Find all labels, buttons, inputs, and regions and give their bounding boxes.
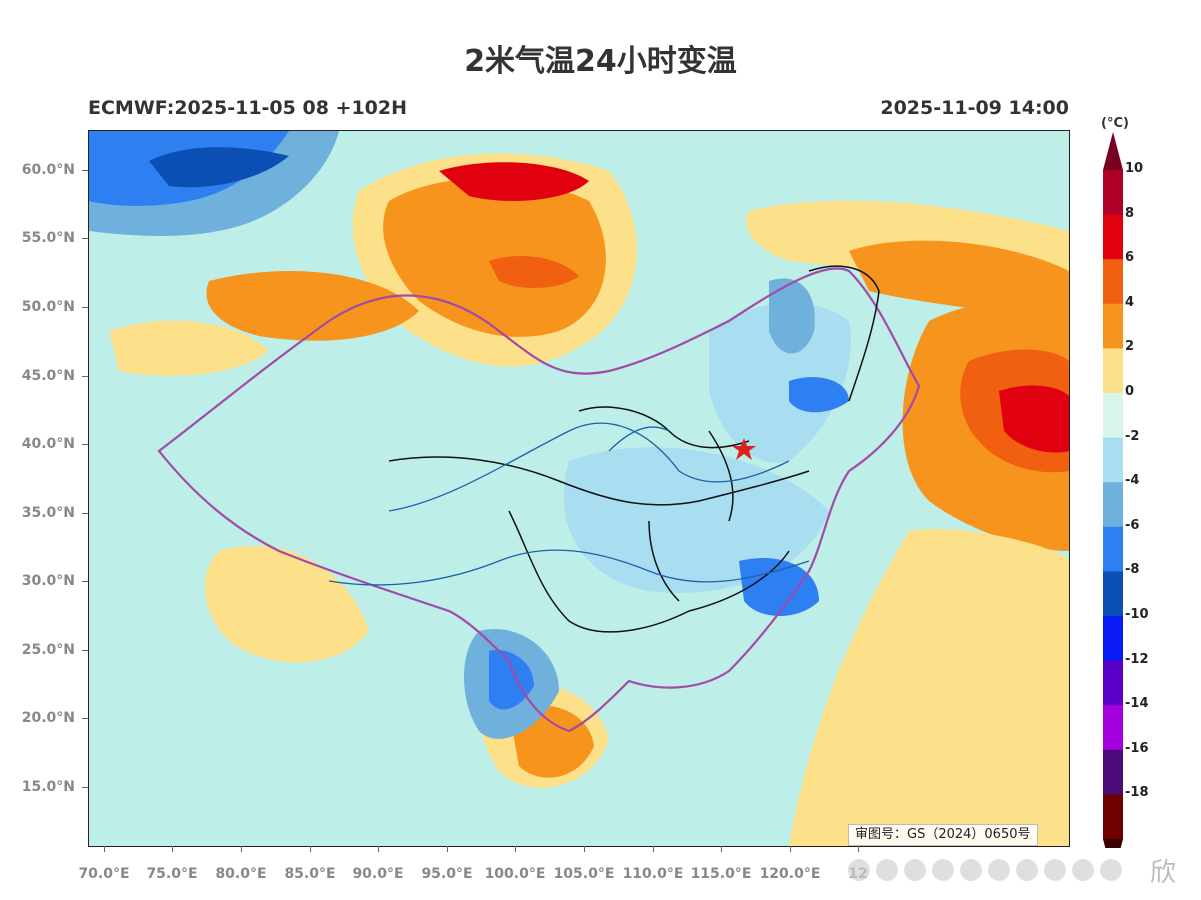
colorbar (1103, 132, 1123, 848)
colorbar-segment (1103, 571, 1123, 617)
lat-label: 40.0°N (21, 436, 75, 452)
lat-label: 30.0°N (21, 573, 75, 589)
colorbar-label: -2 (1125, 428, 1140, 444)
temperature-change-map (88, 130, 1070, 847)
lat-label: 25.0°N (21, 642, 75, 658)
lat-label: 35.0°N (21, 505, 75, 521)
lon-label: 70.0°E (78, 866, 130, 882)
lat-label: 55.0°N (21, 230, 75, 246)
colorbar-label: -18 (1125, 785, 1149, 801)
colorbar-bottom-arrow (1103, 839, 1123, 848)
lon-label: 75.0°E (146, 866, 198, 882)
model-run-label: ECMWF:2025-11-05 08 +102H (88, 97, 408, 119)
colorbar-segment (1103, 348, 1123, 394)
colorbar-label: 0 (1125, 384, 1135, 399)
lat-label: 60.0°N (21, 162, 75, 178)
colorbar-segment (1103, 482, 1123, 528)
watermark (848, 853, 1188, 889)
lon-label: 80.0°E (215, 866, 267, 882)
colorbar-segment (1103, 393, 1123, 439)
valid-time-label: 2025-11-09 14:00 (880, 97, 1069, 119)
lon-label: 120.0°E (759, 866, 821, 882)
watermark-char: 欣 (1150, 858, 1177, 888)
colorbar-segment (1103, 794, 1123, 840)
lat-label: 45.0°N (21, 368, 75, 384)
approval-number: 审图号：GS（2024）0650号 (848, 824, 1038, 846)
colorbar-label: -14 (1125, 696, 1149, 712)
lon-label: 85.0°E (284, 866, 336, 882)
colorbar-segment (1103, 303, 1123, 349)
lon-label: 100.0°E (484, 866, 546, 882)
colorbar-segment (1103, 616, 1123, 662)
lon-label: 110.0°E (622, 866, 684, 882)
lat-label: 20.0°N (21, 710, 75, 726)
lon-label: 90.0°E (352, 866, 404, 882)
colorbar-label: -6 (1125, 517, 1140, 533)
lon-label: 95.0°E (421, 866, 473, 882)
colorbar-segment (1103, 749, 1123, 795)
colorbar-label: 10 (1125, 161, 1144, 176)
colorbar-label: 6 (1125, 250, 1135, 266)
colorbar-label: 4 (1125, 294, 1135, 310)
colorbar-top-arrow (1103, 132, 1123, 170)
colorbar-unit: (°C) (1101, 116, 1129, 131)
colorbar-label: -4 (1125, 473, 1140, 489)
lon-label: 115.0°E (690, 866, 752, 882)
lon-label: 105.0°E (553, 866, 615, 882)
colorbar-segment (1103, 437, 1123, 483)
colorbar-label: 2 (1125, 339, 1135, 355)
colorbar-label: -12 (1125, 651, 1149, 667)
colorbar-segment (1103, 660, 1123, 706)
colorbar-segment (1103, 705, 1123, 751)
colorbar-segment (1103, 170, 1123, 216)
colorbar-label: -16 (1125, 740, 1149, 756)
colorbar-label: -8 (1125, 562, 1140, 578)
lat-label: 50.0°N (21, 299, 75, 315)
colorbar-label: 8 (1125, 205, 1135, 221)
colorbar-label: -10 (1125, 607, 1149, 622)
map-title: 2米气温24小时变温 (464, 44, 737, 79)
colorbar-segment (1103, 259, 1123, 305)
colorbar-segment (1103, 526, 1123, 572)
colorbar-segment (1103, 214, 1123, 260)
lat-label: 15.0°N (21, 779, 75, 795)
